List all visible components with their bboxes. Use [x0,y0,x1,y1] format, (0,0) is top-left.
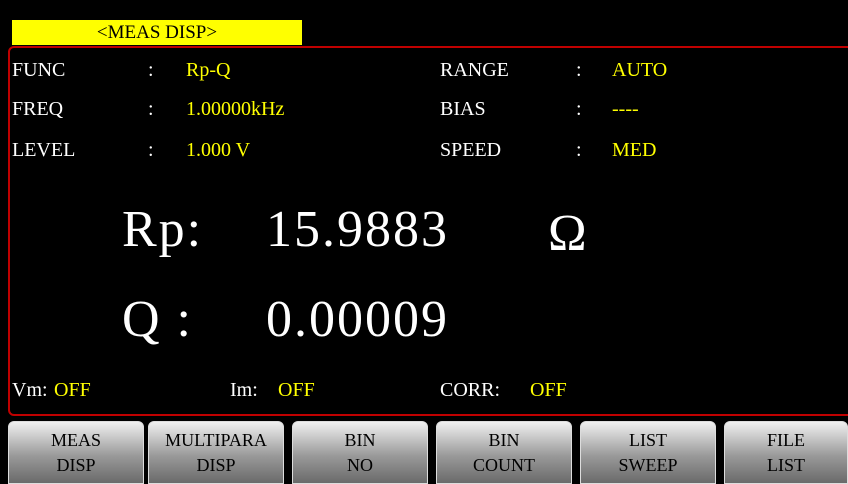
reading-label: Rp: [122,201,204,258]
param-value: AUTO [612,59,668,81]
param-separator: : [576,59,582,81]
status-label: Vm: [12,379,48,401]
param-label: BIAS [440,98,486,120]
page-tab: <MEAS DISP> [12,20,302,45]
softkey-text: LIST [767,454,805,475]
softkey[interactable]: BIN NO [292,421,428,484]
status-value: OFF [278,379,315,401]
softkey-text: MULTIPARA [165,429,267,450]
param-label: LEVEL [12,139,76,161]
softkey[interactable]: FILE LIST [724,421,848,484]
softkey[interactable]: BIN COUNT [436,421,572,484]
softkey-text: DISP [56,454,96,475]
param-value: MED [612,139,657,161]
status-value: OFF [54,379,91,401]
param-separator: : [148,59,154,81]
status-label: Im: [230,379,258,401]
reading-label: Q : [122,291,193,348]
softkey[interactable]: MEAS DISP [8,421,144,484]
softkey-text: COUNT [473,454,535,475]
softkey-text: BIN [488,429,520,450]
softkey[interactable]: MULTIPARA DISP [148,421,284,484]
softkey[interactable]: LIST SWEEP [580,421,716,484]
reading-unit: Ω [548,205,589,262]
reading-value: 0.00009 [266,291,449,348]
softkey-text: FILE [767,429,805,450]
param-value: 1.00000kHz [186,98,285,120]
param-label: SPEED [440,139,502,161]
param-separator: : [576,139,582,161]
softkey-text: BIN [344,429,376,450]
softkey-text: LIST [629,429,667,450]
softkey-text: SWEEP [618,454,678,475]
param-value: Rp-Q [186,59,231,81]
param-value: 1.000 V [186,139,251,161]
softkey-text: DISP [196,454,236,475]
param-separator: : [148,139,154,161]
param-separator: : [576,98,582,120]
param-label: RANGE [440,59,509,81]
softkey-text: MEAS [50,429,101,450]
param-label: FUNC [12,59,66,81]
softkey-text: NO [347,454,373,475]
reading-value: 15.9883 [266,201,449,258]
param-separator: : [148,98,154,120]
param-label: FREQ [12,98,64,120]
param-value: ---- [612,98,639,120]
display-frame [8,46,848,416]
status-label: CORR: [440,379,501,401]
status-value: OFF [530,379,567,401]
